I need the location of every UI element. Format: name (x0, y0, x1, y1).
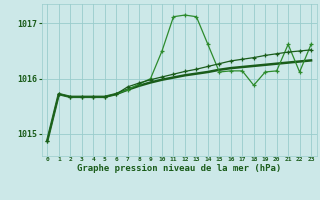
X-axis label: Graphe pression niveau de la mer (hPa): Graphe pression niveau de la mer (hPa) (77, 164, 281, 173)
